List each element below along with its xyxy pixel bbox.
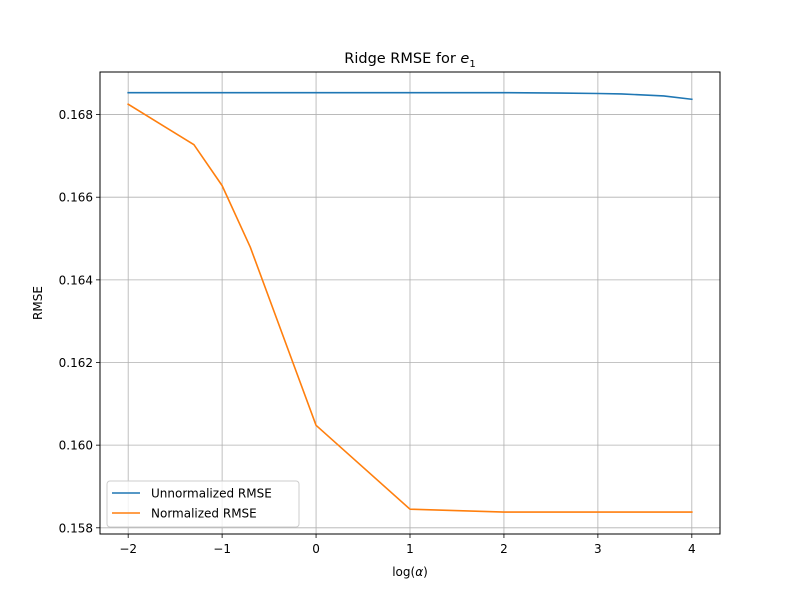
series-line-unnormalized-rmse: [127, 91, 693, 101]
x-axis-title: log(α): [392, 565, 428, 579]
y-tick-label: 0.160: [59, 439, 93, 453]
legend: Unnormalized RMSE Normalized RMSE: [106, 480, 300, 528]
x-tick-label: 3: [594, 542, 602, 556]
series-lines: [127, 91, 693, 513]
y-tick-label: 0.166: [59, 191, 93, 205]
legend-label-normalized: Normalized RMSE: [151, 507, 257, 521]
x-tick-label: −2: [119, 542, 137, 556]
y-tick-label: 0.158: [59, 521, 93, 535]
y-tick-label: 0.164: [59, 273, 93, 287]
series-line-normalized-rmse: [127, 103, 693, 513]
x-tick-label: 4: [688, 542, 696, 556]
axis-ticks: −2 −1 0 1 2 3 4 0.158 0.160 0.162 0.164 0.166 0.168: [59, 108, 696, 556]
y-tick-label: 0.162: [59, 356, 93, 370]
x-tick-label: −1: [213, 542, 231, 556]
grid: [100, 72, 720, 534]
x-tick-label: 0: [312, 542, 320, 556]
legend-box: [106, 480, 300, 528]
chart-title: Ridge RMSE for e1: [344, 51, 475, 70]
legend-label-unnormalized: Unnormalized RMSE: [151, 487, 272, 501]
x-tick-label: 2: [500, 542, 508, 556]
y-axis-title: RMSE: [31, 286, 45, 320]
y-tick-label: 0.168: [59, 108, 93, 122]
x-tick-label: 1: [406, 542, 414, 556]
